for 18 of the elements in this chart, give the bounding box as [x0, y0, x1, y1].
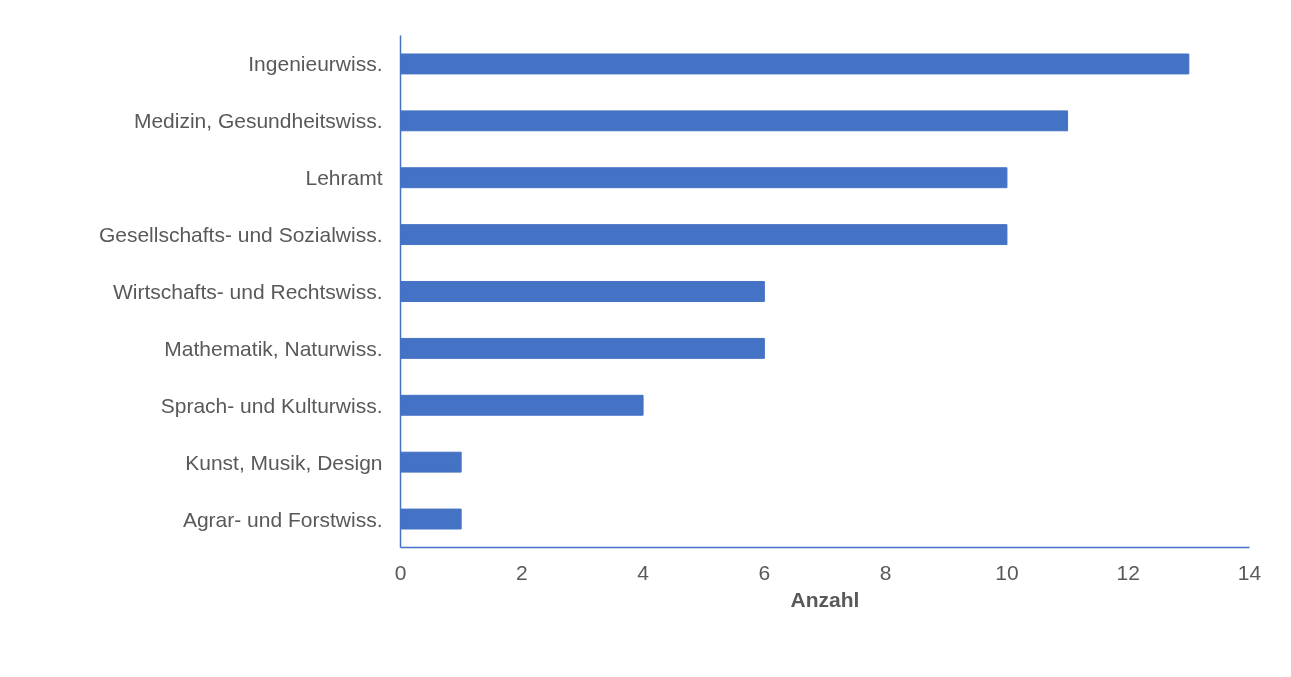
- y-tick-label: Ingenieurwiss.: [248, 52, 383, 76]
- x-tick-label: 12: [1116, 560, 1140, 584]
- y-tick-label: Medizin, Gesundheitswiss.: [133, 109, 383, 133]
- y-tick-label: Lehramt: [305, 166, 383, 190]
- x-tick-label: 6: [758, 560, 771, 584]
- y-tick-label: Agrar- und Forstwiss.: [182, 507, 383, 531]
- x-tick-label: 4: [637, 560, 650, 584]
- y-tick-label: Kunst, Musik, Design: [185, 450, 383, 474]
- y-tick-label: Gesellschafts- und Sozialwiss.: [98, 223, 383, 247]
- x-tick-label: 2: [515, 560, 528, 584]
- x-tick-label: 8: [879, 560, 892, 584]
- y-tick-label: Wirtschafts- und Rechtswiss.: [112, 280, 383, 303]
- y-tick-label: Mathematik, Naturwiss.: [164, 336, 383, 360]
- x-tick-label: 0: [394, 560, 407, 584]
- x-tick-label: 10: [995, 560, 1019, 584]
- x-tick-label: 14: [1237, 560, 1262, 584]
- y-tick-label: Sprach- und Kulturwiss.: [160, 393, 383, 417]
- x-axis-title: Anzahl: [790, 587, 860, 611]
